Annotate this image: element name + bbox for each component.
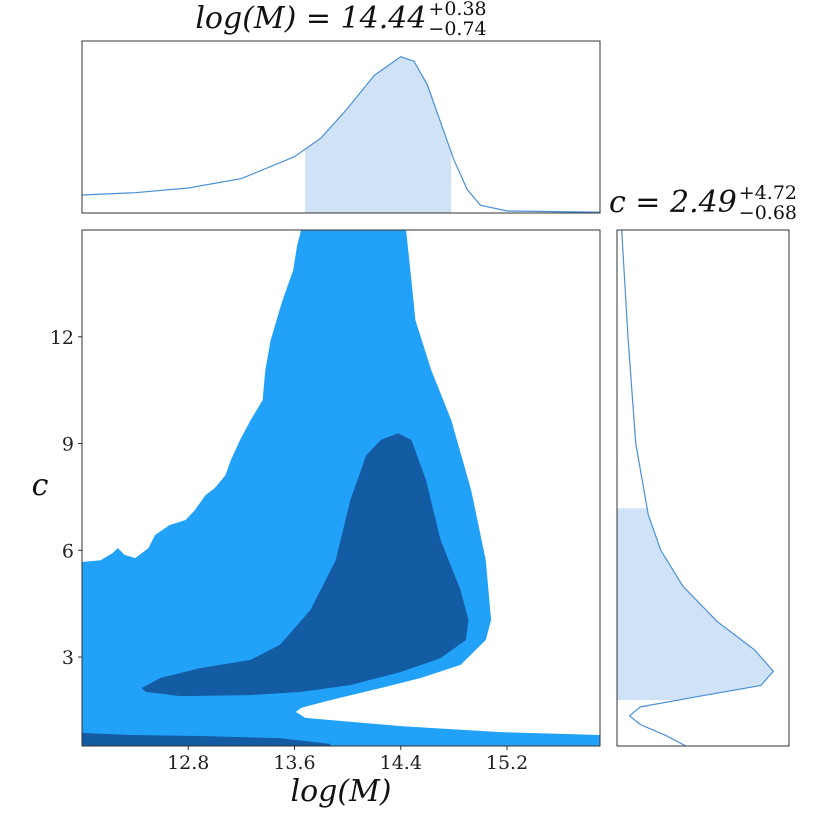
y-tick-label: 6 <box>62 540 74 562</box>
panel-frame <box>81 40 601 214</box>
panel-frame <box>81 229 601 747</box>
title: c = 2.49 <box>609 185 737 220</box>
y-tick-label: 9 <box>62 434 74 456</box>
y-axis-label: c <box>32 468 49 503</box>
x-tick-label: 13.6 <box>273 752 315 774</box>
panel-frame <box>616 229 790 747</box>
title-upper: +4.72 <box>739 182 797 204</box>
title: log(M) = 14.44 <box>195 1 426 36</box>
contour-region <box>82 230 600 746</box>
title-lower: −0.74 <box>428 18 486 40</box>
x-tick-label: 15.2 <box>486 752 528 774</box>
contour-region <box>141 433 469 697</box>
x-tick-label: 14.4 <box>380 752 422 774</box>
contours <box>82 230 600 746</box>
credible-area <box>617 508 774 701</box>
density-line <box>621 229 775 747</box>
y-tick-label: 12 <box>50 327 74 349</box>
x-tick-label: 12.8 <box>167 752 209 774</box>
contour-region <box>82 732 331 746</box>
y-tick-label: 3 <box>62 647 74 669</box>
title-upper: +0.38 <box>428 0 486 20</box>
x-axis-label: log(M) <box>291 774 392 809</box>
density-line <box>81 55 601 213</box>
title-lower: −0.68 <box>739 202 797 224</box>
credible-area <box>305 56 452 213</box>
